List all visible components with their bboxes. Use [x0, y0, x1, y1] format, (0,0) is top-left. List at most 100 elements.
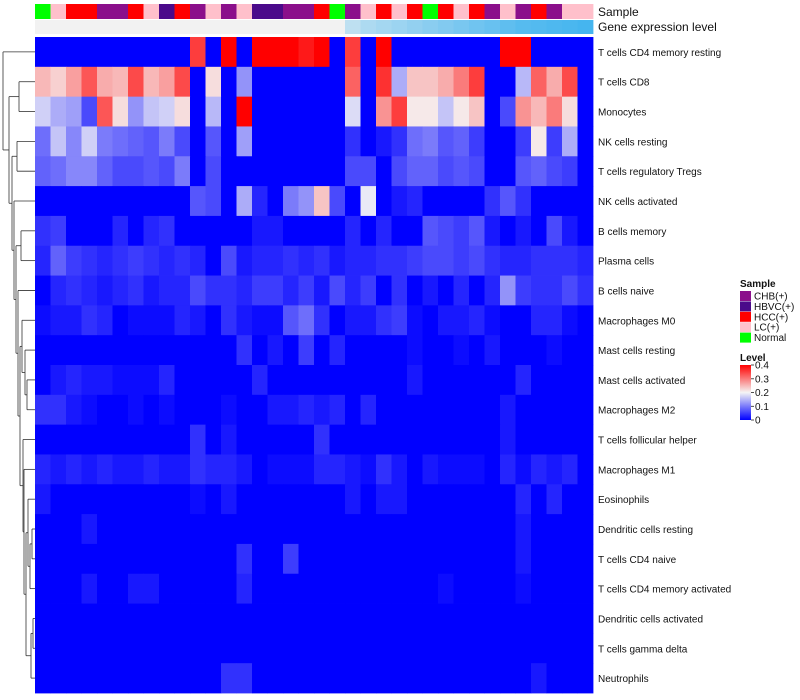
heatmap-cell [66, 484, 82, 515]
heatmap-cell [577, 215, 594, 247]
heatmap-cell [205, 663, 222, 694]
heatmap-cell [221, 305, 237, 336]
heatmap-cell [128, 365, 144, 396]
heatmap-cell [112, 603, 129, 634]
heatmap-cell [546, 603, 563, 634]
heatmap-cell [314, 365, 330, 396]
heatmap-cell [453, 126, 470, 157]
heatmap-cell [81, 663, 98, 694]
heatmap-cell [190, 186, 206, 217]
heatmap-cell [314, 305, 330, 336]
heatmap-cell [50, 394, 67, 426]
heatmap-cell [407, 573, 423, 604]
heatmap-cell [438, 543, 454, 575]
heatmap-cell [236, 454, 253, 485]
heatmap-cell [298, 275, 315, 306]
heatmap-cell [469, 424, 485, 455]
heatmap-cell [174, 394, 191, 426]
heatmap-cell [360, 335, 377, 366]
heatmap-cell [81, 454, 98, 485]
heatmap-cell [35, 245, 51, 276]
heatmap-cell [159, 275, 175, 306]
heatmap-cell [159, 663, 175, 694]
heatmap-cell [531, 663, 547, 694]
heatmap-cell [562, 633, 578, 664]
heatmap-cell [174, 663, 191, 694]
heatmap-cell [128, 663, 144, 694]
heatmap-cell [422, 454, 439, 485]
heatmap-cell [97, 37, 113, 68]
heatmap-cell [97, 335, 113, 366]
heatmap-cell [329, 424, 346, 455]
heatmap-cell [50, 275, 67, 306]
heatmap-cell [205, 484, 222, 515]
sample-annotation-cell [469, 4, 485, 19]
heatmap-cell [422, 37, 439, 68]
heatmap-cell [66, 66, 82, 98]
heatmap-cell [190, 275, 206, 306]
heatmap-cell [345, 424, 361, 455]
heatmap-cell [438, 305, 454, 336]
heatmap-cell [500, 514, 516, 545]
heatmap-cell [112, 514, 129, 545]
heatmap-cell [221, 603, 237, 634]
heatmap-cell [221, 245, 237, 276]
heatmap-cell [81, 543, 98, 575]
heatmap-cell [453, 454, 470, 485]
sample-annotation-cell [546, 4, 563, 19]
heatmap-cell [407, 37, 423, 68]
heatmap-cell [112, 663, 129, 694]
heatmap-cell [562, 37, 578, 68]
heatmap-cell [252, 126, 268, 157]
heatmap-cell [314, 96, 330, 127]
heatmap-cell [236, 96, 253, 127]
heatmap-cell [376, 663, 392, 694]
heatmap-cell [376, 96, 392, 127]
heatmap-cell [81, 96, 98, 127]
heatmap-cell [190, 394, 206, 426]
heatmap-cell [453, 37, 470, 68]
gene-annotation-cell [35, 20, 51, 34]
heatmap-cell [546, 573, 563, 604]
heatmap-cell [345, 394, 361, 426]
heatmap-cell [205, 603, 222, 634]
heatmap-cell [391, 156, 408, 187]
heatmap-cell [577, 37, 594, 68]
heatmap-cell [143, 305, 160, 336]
heatmap-cell [484, 215, 501, 247]
heatmap-cell [562, 305, 578, 336]
heatmap-cell [174, 96, 191, 127]
heatmap-cell [314, 573, 330, 604]
heatmap-cell [267, 215, 284, 247]
heatmap-cell [484, 275, 501, 306]
heatmap-cell [35, 156, 51, 187]
heatmap-cell [35, 484, 51, 515]
sample-legend-label: HCC(+) [754, 312, 788, 323]
heatmap-cell [112, 66, 129, 98]
heatmap-cell [577, 96, 594, 127]
level-legend-ticks: 0.4 0.3 0.2 0.1 0 [751, 361, 769, 427]
heatmap-cell [577, 603, 594, 634]
heatmap-cell [97, 186, 113, 217]
heatmap-cell [236, 335, 253, 366]
heatmap-cell [360, 484, 377, 515]
heatmap-cell [391, 275, 408, 306]
heatmap-cell [314, 543, 330, 575]
heatmap-cell [422, 96, 439, 127]
row-label: T cells CD4 memory activated [598, 585, 731, 596]
heatmap-cell [329, 156, 346, 187]
heatmap-cell [422, 543, 439, 575]
heatmap-cell [438, 424, 454, 455]
heatmap-cell [236, 126, 253, 157]
heatmap-cell [205, 394, 222, 426]
heatmap-cell [422, 245, 439, 276]
level-color-scale [740, 365, 751, 420]
heatmap-cell [484, 365, 501, 396]
heatmap-cell [500, 37, 516, 68]
heatmap-cell [407, 365, 423, 396]
heatmap-cell [50, 663, 67, 694]
heatmap-cell [546, 37, 563, 68]
heatmap-cell [500, 275, 516, 306]
heatmap-cell [236, 573, 253, 604]
heatmap-cells [35, 37, 594, 694]
